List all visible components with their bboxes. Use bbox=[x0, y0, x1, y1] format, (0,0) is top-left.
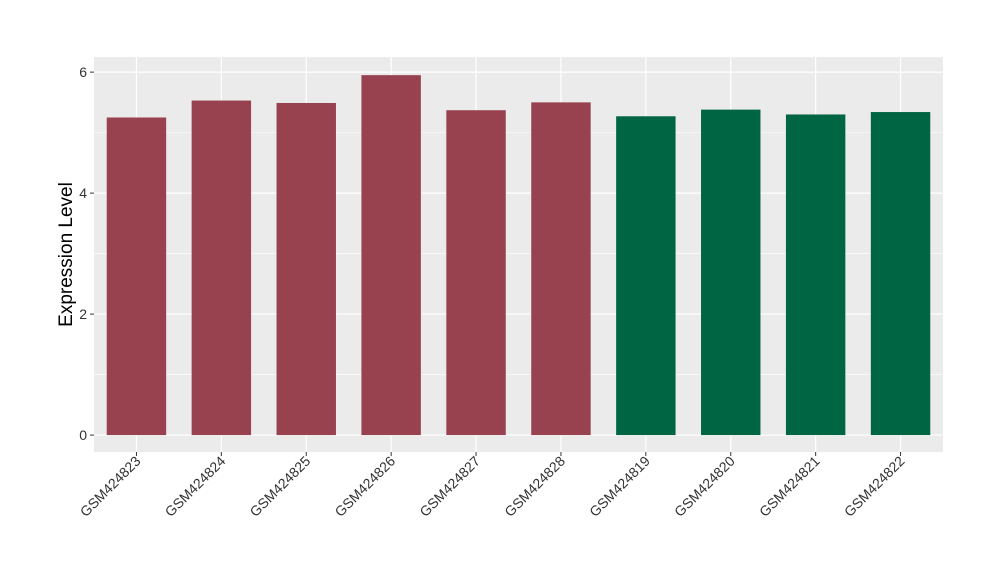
bar bbox=[191, 100, 252, 436]
x-tick-label: GSM424828 bbox=[501, 453, 568, 520]
bar bbox=[616, 116, 676, 436]
x-tick-label: GSM424827 bbox=[416, 453, 483, 520]
bar bbox=[785, 114, 846, 436]
bar bbox=[106, 117, 167, 436]
x-tick-label: GSM424822 bbox=[841, 453, 908, 520]
x-tick-label: GSM424826 bbox=[331, 453, 398, 520]
bar bbox=[276, 102, 336, 436]
bar bbox=[701, 109, 761, 436]
x-tick-label: GSM424819 bbox=[586, 453, 653, 520]
bar bbox=[446, 110, 506, 436]
y-axis-title: Expression Level bbox=[56, 182, 77, 327]
x-tick-label: GSM424823 bbox=[77, 453, 144, 520]
bar bbox=[531, 102, 591, 436]
x-tick-label: GSM424821 bbox=[756, 453, 823, 520]
bar bbox=[870, 112, 931, 436]
y-tick-label: 0 bbox=[79, 427, 87, 443]
x-tick-label: GSM424825 bbox=[246, 453, 313, 520]
y-tick-label: 6 bbox=[79, 64, 87, 80]
x-tick-label: GSM424820 bbox=[671, 453, 738, 520]
bars bbox=[106, 75, 931, 436]
y-tick-label: 4 bbox=[79, 185, 87, 201]
x-axis: GSM424823 GSM424824 GSM424825 GSM424826 GSM4… bbox=[77, 452, 908, 520]
x-tick-label: GSM424824 bbox=[162, 453, 229, 520]
bar bbox=[361, 75, 421, 436]
y-axis: 0 2 4 6 bbox=[79, 64, 94, 443]
y-tick-label: 2 bbox=[79, 306, 87, 322]
